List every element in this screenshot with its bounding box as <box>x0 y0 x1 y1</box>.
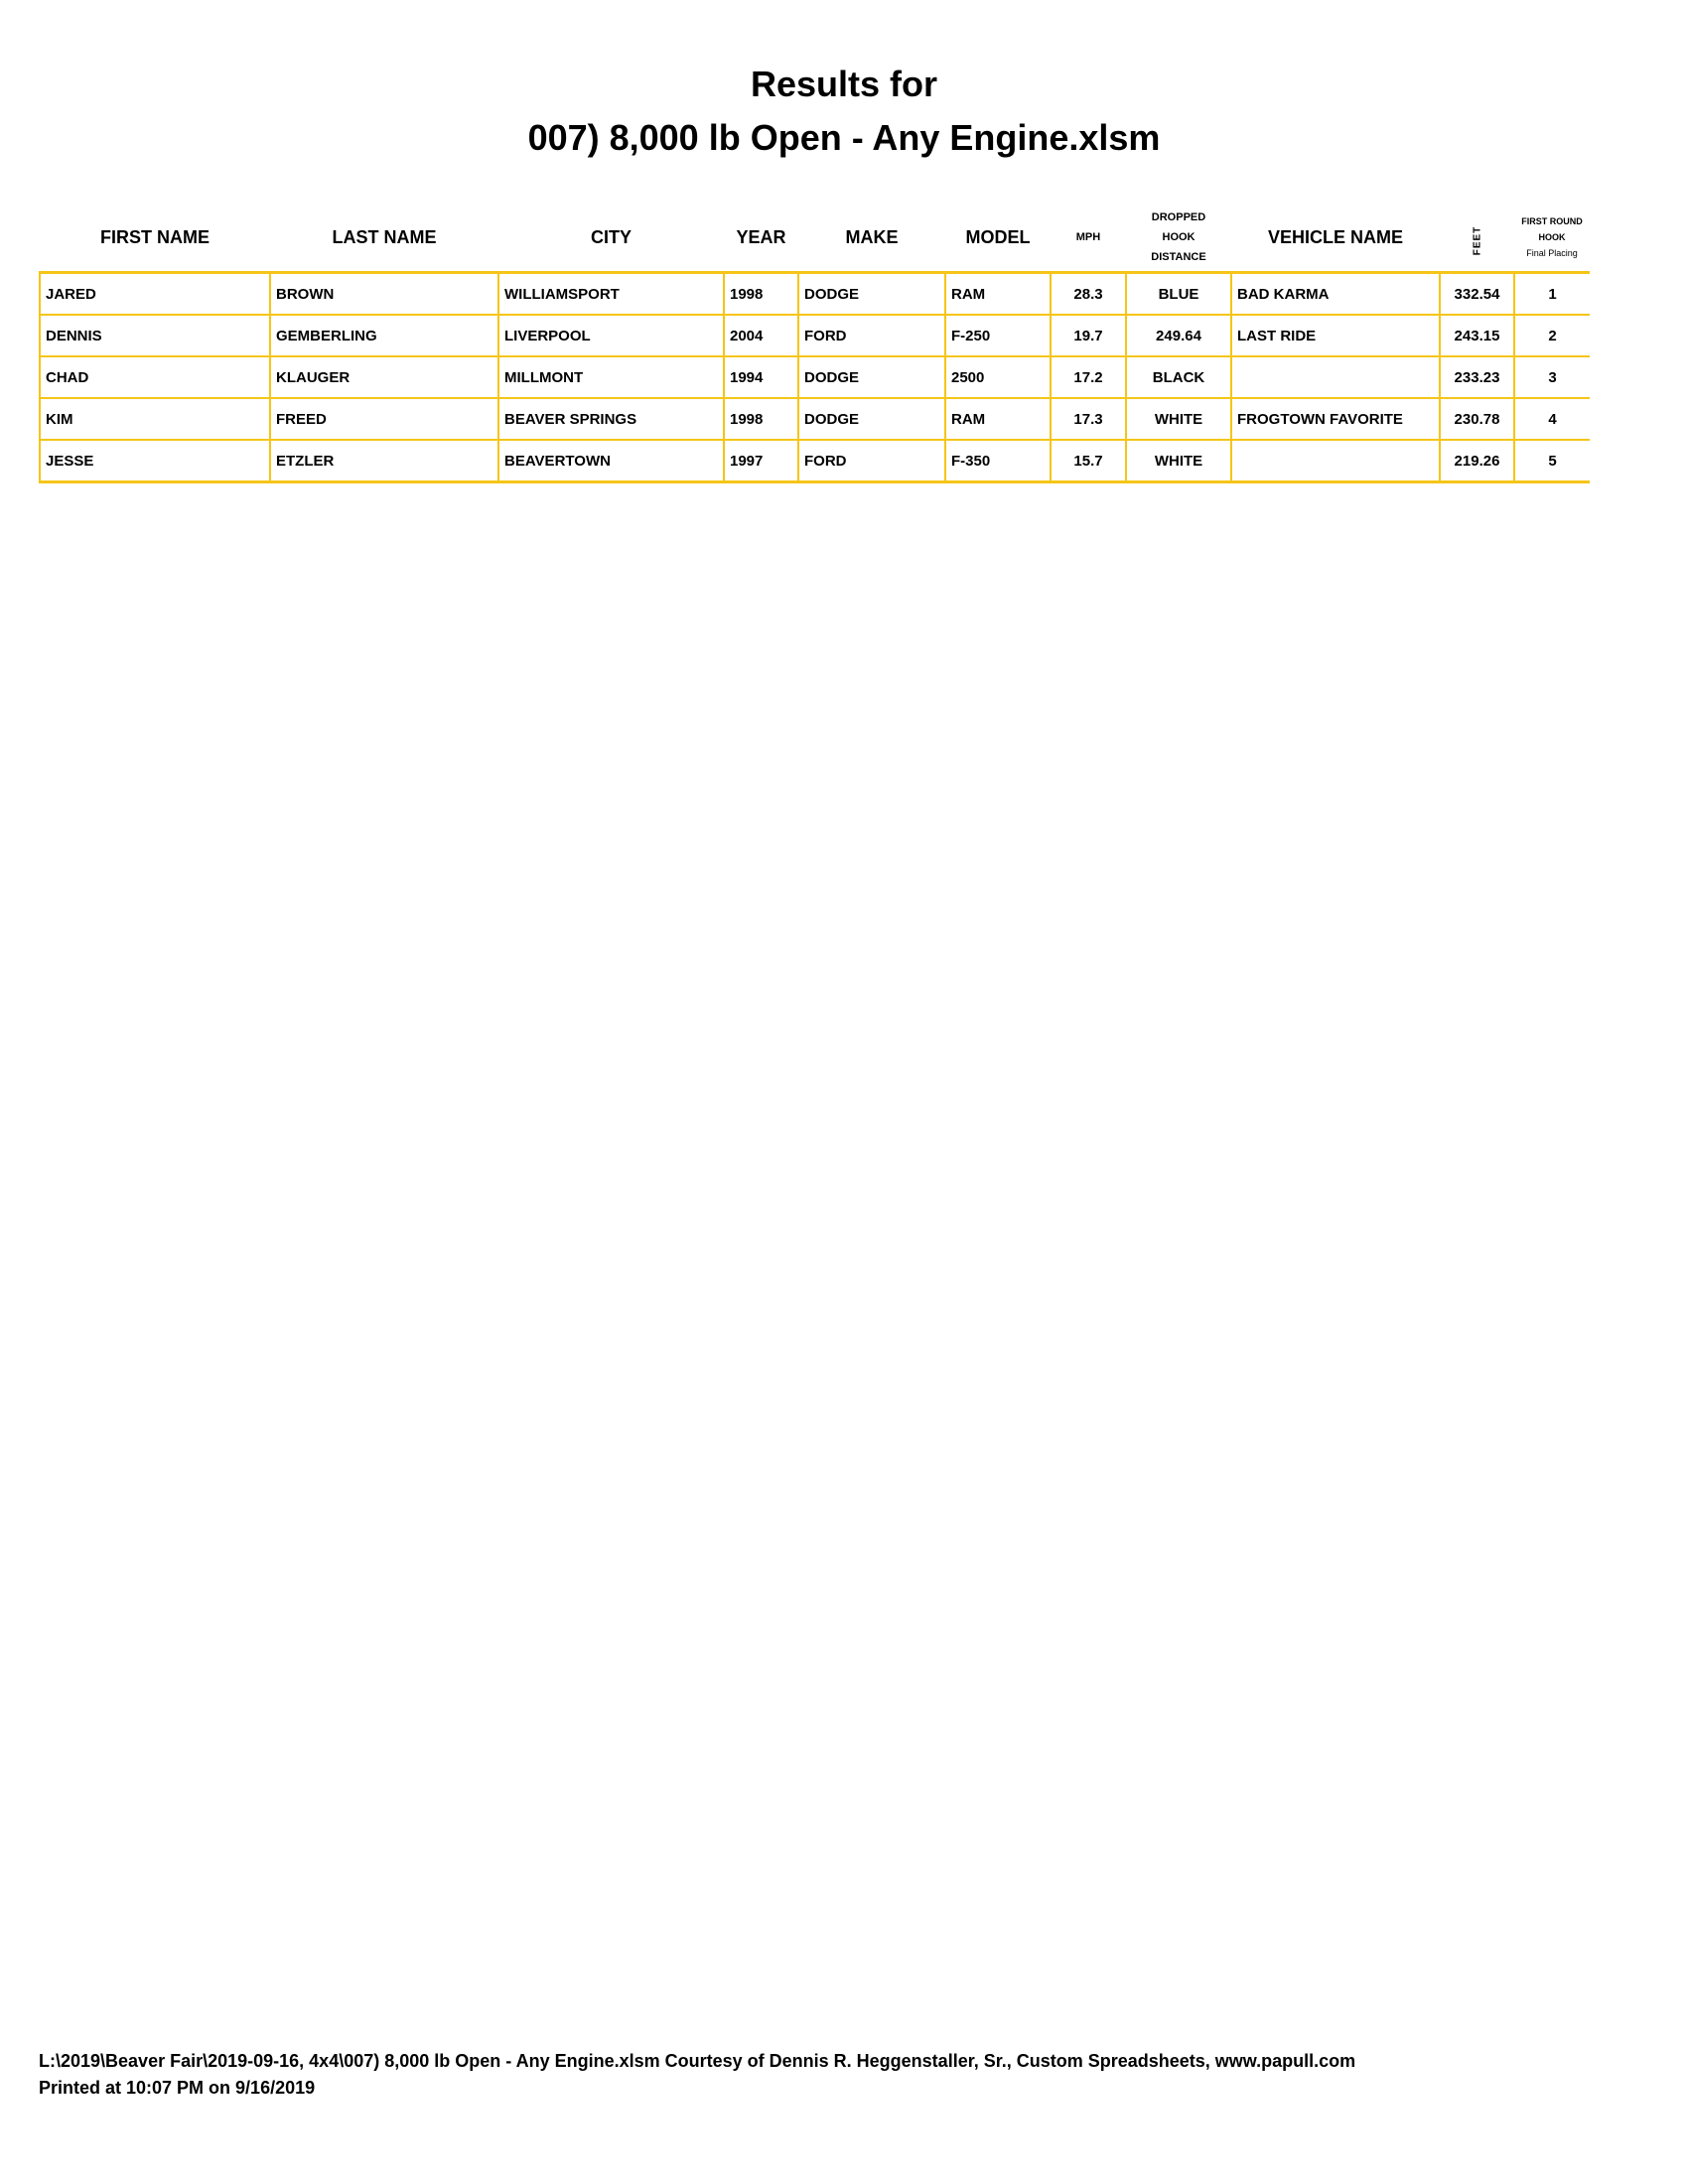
cell-dropped-hook-distance: WHITE <box>1125 439 1232 483</box>
cell-final-placing: 3 <box>1513 355 1590 399</box>
cell-make: DODGE <box>797 271 946 316</box>
cell-year: 1998 <box>723 397 799 441</box>
header-model: MODEL <box>965 226 1031 247</box>
cell-model: F-250 <box>944 314 1052 357</box>
cell-make: DODGE <box>797 397 946 441</box>
header-feet: FEET <box>1472 225 1482 255</box>
table-row: JESSE ETZLER BEAVERTOWN 1997 FORD F-350 15.7 WH… <box>39 439 1590 483</box>
table-row: DENNIS GEMBERLING LIVERPOOL 2004 FORD F-250 19… <box>39 314 1590 357</box>
header-make: MAKE <box>845 226 899 247</box>
cell-city: WILLIAMSPORT <box>497 271 725 316</box>
header-frh-1: FIRST ROUND <box>1521 216 1583 226</box>
footer-path: L:\2019\Beaver Fair\2019-09-16, 4x4\007)… <box>39 2051 1356 2071</box>
cell-last-name: KLAUGER <box>269 355 499 399</box>
cell-city: BEAVER SPRINGS <box>497 397 725 441</box>
header-dropped-2: HOOK <box>1162 231 1196 243</box>
cell-model: F-350 <box>944 439 1052 483</box>
cell-vehicle-name <box>1230 439 1441 483</box>
cell-feet: 332.54 <box>1439 271 1515 316</box>
header-dropped-3: DISTANCE <box>1151 251 1206 263</box>
cell-vehicle-name: BAD KARMA <box>1230 271 1441 316</box>
cell-mph: 17.2 <box>1050 355 1127 399</box>
cell-first-name: JARED <box>39 271 271 316</box>
cell-mph: 17.3 <box>1050 397 1127 441</box>
header-frh-2: HOOK <box>1538 232 1566 242</box>
cell-last-name: GEMBERLING <box>269 314 499 357</box>
cell-last-name: FREED <box>269 397 499 441</box>
cell-first-name: JESSE <box>39 439 271 483</box>
title-line-2: 007) 8,000 lb Open - Any Engine.xlsm <box>527 117 1161 158</box>
header-last-name: LAST NAME <box>332 226 437 247</box>
title-line-1: Results for <box>750 64 938 104</box>
cell-last-name: ETZLER <box>269 439 499 483</box>
cell-vehicle-name: LAST RIDE <box>1230 314 1441 357</box>
cell-year: 1997 <box>723 439 799 483</box>
cell-final-placing: 1 <box>1513 271 1590 316</box>
cell-feet: 233.23 <box>1439 355 1515 399</box>
header-dropped-hook-distance: DROPPED HOOK DISTANCE <box>1126 204 1231 273</box>
footer-printed: Printed at 10:07 PM on 9/16/2019 <box>39 2078 316 2098</box>
cell-mph: 15.7 <box>1050 439 1127 483</box>
cell-vehicle-name: FROGTOWN FAVORITE <box>1230 397 1441 441</box>
header-mph: MPH <box>1075 231 1101 243</box>
cell-first-name: KIM <box>39 397 271 441</box>
cell-model: 2500 <box>944 355 1052 399</box>
header-first-round-hook: FIRST ROUND HOOK Final Placing <box>1514 204 1590 273</box>
cell-vehicle-name <box>1230 355 1441 399</box>
cell-mph: 19.7 <box>1050 314 1127 357</box>
cell-year: 1998 <box>723 271 799 316</box>
header-frh-3: Final Placing <box>1526 248 1578 258</box>
header-year: YEAR <box>736 226 786 247</box>
cell-final-placing: 2 <box>1513 314 1590 357</box>
header-city: CITY <box>590 226 632 247</box>
table-row: CHAD KLAUGER MILLMONT 1994 DODGE 2500 17.2 BLAC… <box>39 355 1590 399</box>
cell-year: 1994 <box>723 355 799 399</box>
header-vehicle-name: VEHICLE NAME <box>1267 226 1403 247</box>
header-feet-cell: FEET <box>1440 204 1514 273</box>
header-first-name: FIRST NAME <box>100 226 210 247</box>
cell-feet: 230.78 <box>1439 397 1515 441</box>
cell-first-name: CHAD <box>39 355 271 399</box>
cell-final-placing: 5 <box>1513 439 1590 483</box>
cell-dropped-hook-distance: 249.64 <box>1125 314 1232 357</box>
cell-year: 2004 <box>723 314 799 357</box>
cell-dropped-hook-distance: BLACK <box>1125 355 1232 399</box>
cell-model: RAM <box>944 271 1052 316</box>
cell-first-name: DENNIS <box>39 314 271 357</box>
header-dropped-1: DROPPED <box>1151 211 1206 223</box>
cell-make: FORD <box>797 439 946 483</box>
cell-feet: 243.15 <box>1439 314 1515 357</box>
cell-city: BEAVERTOWN <box>497 439 725 483</box>
cell-last-name: BROWN <box>269 271 499 316</box>
cell-city: LIVERPOOL <box>497 314 725 357</box>
cell-make: FORD <box>797 314 946 357</box>
cell-final-placing: 4 <box>1513 397 1590 441</box>
cell-make: DODGE <box>797 355 946 399</box>
cell-feet: 219.26 <box>1439 439 1515 483</box>
header-row: FIRST NAME LAST NAME CITY YEAR MAKE MODE… <box>40 204 1590 273</box>
cell-model: RAM <box>944 397 1052 441</box>
cell-mph: 28.3 <box>1050 271 1127 316</box>
results-table: FIRST NAME LAST NAME CITY YEAR MAKE MODE… <box>39 204 1590 483</box>
table-row: KIM FREED BEAVER SPRINGS 1998 DODGE RAM 17.3 WH… <box>39 397 1590 441</box>
cell-city: MILLMONT <box>497 355 725 399</box>
cell-dropped-hook-distance: BLUE <box>1125 271 1232 316</box>
table-row: JARED BROWN WILLIAMSPORT 1998 DODGE RAM 28.3 BL… <box>39 271 1590 316</box>
cell-dropped-hook-distance: WHITE <box>1125 397 1232 441</box>
